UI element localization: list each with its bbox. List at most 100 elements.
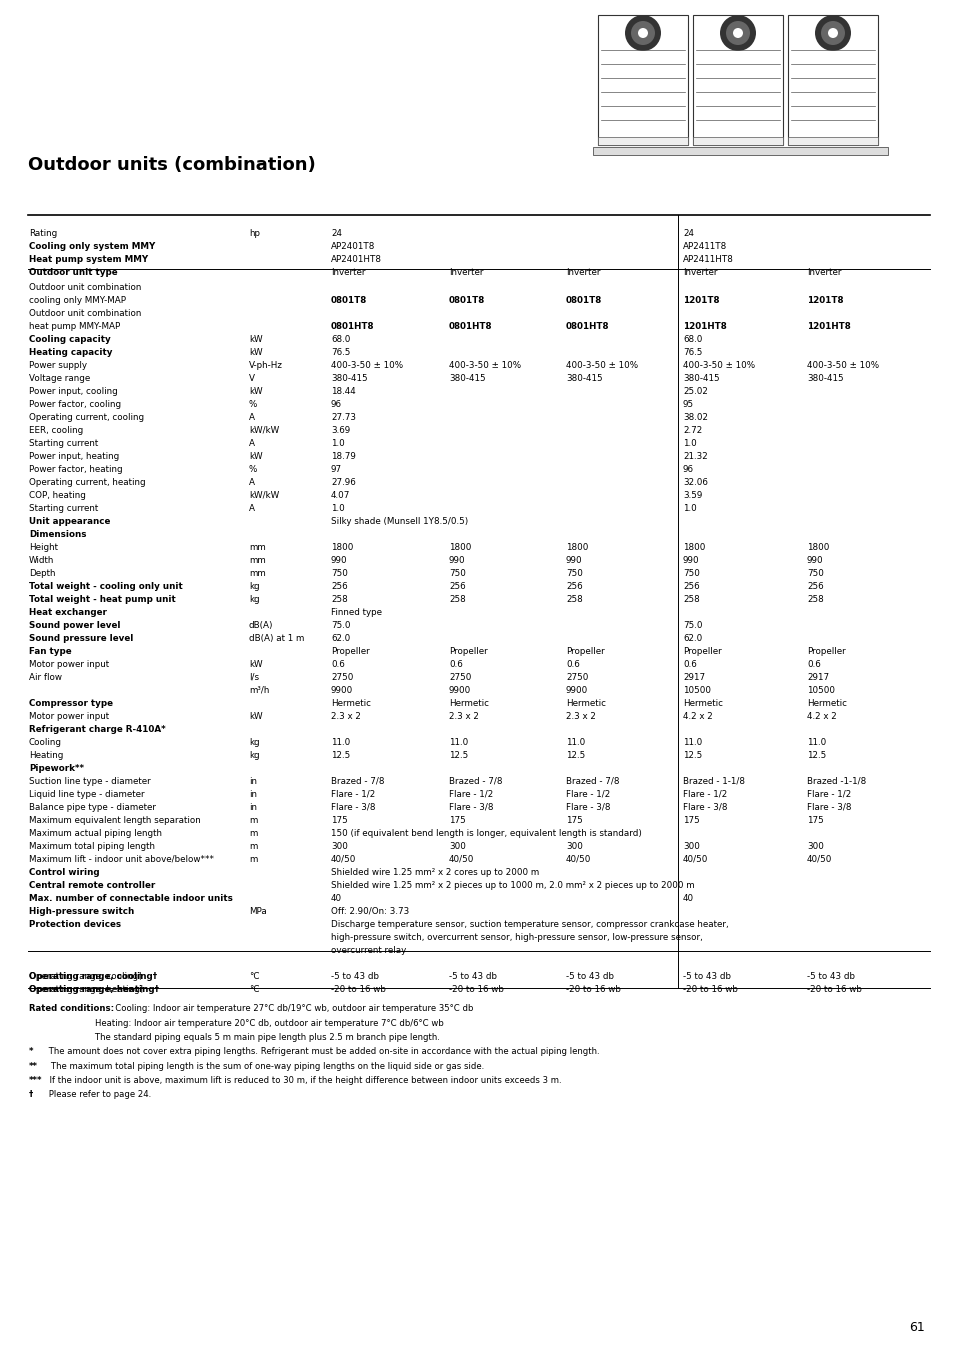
Text: MPa: MPa xyxy=(249,907,267,915)
Text: 75.0: 75.0 xyxy=(331,621,350,630)
Text: Propeller: Propeller xyxy=(565,647,604,656)
Text: 40/50: 40/50 xyxy=(331,855,356,864)
Text: 175: 175 xyxy=(331,815,348,825)
Text: Depth: Depth xyxy=(29,568,55,578)
Text: -20 to 16 wb: -20 to 16 wb xyxy=(449,986,503,994)
Text: 300: 300 xyxy=(449,842,465,850)
Circle shape xyxy=(725,22,749,45)
Text: Rating: Rating xyxy=(29,230,57,238)
Text: 18.44: 18.44 xyxy=(331,387,355,396)
Text: 40/50: 40/50 xyxy=(806,855,832,864)
Text: 97: 97 xyxy=(331,464,342,474)
Text: 300: 300 xyxy=(331,842,348,850)
Text: kg: kg xyxy=(249,738,259,747)
Text: 175: 175 xyxy=(449,815,465,825)
Text: Maximum equivalent length separation: Maximum equivalent length separation xyxy=(29,815,200,825)
Text: Total weight - cooling only unit: Total weight - cooling only unit xyxy=(29,582,183,591)
Text: 11.0: 11.0 xyxy=(682,738,701,747)
Text: cooling only MMY-MAP: cooling only MMY-MAP xyxy=(29,296,126,305)
Text: Flare - 3/8: Flare - 3/8 xyxy=(331,803,375,811)
Text: l/s: l/s xyxy=(249,672,259,682)
Text: Balance pipe type - diameter: Balance pipe type - diameter xyxy=(29,803,156,811)
Text: AP2401T8: AP2401T8 xyxy=(331,242,375,251)
Text: mm: mm xyxy=(249,543,266,552)
Text: 9900: 9900 xyxy=(565,686,588,695)
Text: Propeller: Propeller xyxy=(806,647,845,656)
Text: Flare - 3/8: Flare - 3/8 xyxy=(806,803,851,811)
Text: Silky shade (Munsell 1Y8.5/0.5): Silky shade (Munsell 1Y8.5/0.5) xyxy=(331,517,468,526)
Text: 2.3 x 2: 2.3 x 2 xyxy=(565,711,596,721)
Text: 2.3 x 2: 2.3 x 2 xyxy=(449,711,478,721)
Text: 11.0: 11.0 xyxy=(806,738,825,747)
Text: AP2411T8: AP2411T8 xyxy=(682,242,726,251)
Text: 40/50: 40/50 xyxy=(449,855,474,864)
Text: 0.6: 0.6 xyxy=(565,660,579,670)
Text: The standard piping equals 5 m main pipe length plus 2.5 m branch pipe length.: The standard piping equals 5 m main pipe… xyxy=(29,1033,439,1042)
Text: 258: 258 xyxy=(682,595,699,603)
Circle shape xyxy=(638,28,647,38)
Text: 1800: 1800 xyxy=(449,543,471,552)
Text: 0801T8: 0801T8 xyxy=(331,296,367,305)
Text: Propeller: Propeller xyxy=(331,647,370,656)
Text: Maximum lift - indoor unit above/below***: Maximum lift - indoor unit above/below**… xyxy=(29,855,213,864)
Text: Fan type: Fan type xyxy=(29,647,71,656)
Text: Operating range, cooling†: Operating range, cooling† xyxy=(29,972,142,981)
Text: ***: *** xyxy=(29,1076,43,1085)
Text: Operating range, cooling†: Operating range, cooling† xyxy=(29,972,157,981)
Text: Sound pressure level: Sound pressure level xyxy=(29,634,133,643)
Text: 38.02: 38.02 xyxy=(682,413,707,423)
Text: 256: 256 xyxy=(449,582,465,591)
Text: %: % xyxy=(249,400,257,409)
Text: 76.5: 76.5 xyxy=(682,348,701,356)
Text: 0.6: 0.6 xyxy=(449,660,462,670)
Text: 76.5: 76.5 xyxy=(331,348,350,356)
Text: Hermetic: Hermetic xyxy=(806,699,846,707)
Text: Inverter: Inverter xyxy=(565,269,599,277)
Text: -5 to 43 db: -5 to 43 db xyxy=(449,972,497,981)
Text: 2750: 2750 xyxy=(449,672,471,682)
Text: Brazed - 1-1/8: Brazed - 1-1/8 xyxy=(682,778,744,786)
Circle shape xyxy=(827,28,837,38)
Text: Power factor, cooling: Power factor, cooling xyxy=(29,400,121,409)
Text: 10500: 10500 xyxy=(682,686,710,695)
Text: 0.6: 0.6 xyxy=(682,660,696,670)
Text: kW: kW xyxy=(249,660,262,670)
Text: 0801HT8: 0801HT8 xyxy=(565,321,609,331)
Text: 24: 24 xyxy=(331,230,341,238)
Text: m: m xyxy=(249,842,257,850)
Text: Hermetic: Hermetic xyxy=(565,699,605,707)
Text: Flare - 1/2: Flare - 1/2 xyxy=(449,790,493,799)
Text: kg: kg xyxy=(249,582,259,591)
Circle shape xyxy=(821,22,844,45)
Text: EER, cooling: EER, cooling xyxy=(29,427,83,435)
Text: mm: mm xyxy=(249,568,266,578)
Text: 62.0: 62.0 xyxy=(331,634,350,643)
Text: 750: 750 xyxy=(449,568,465,578)
Text: Voltage range: Voltage range xyxy=(29,374,91,383)
Text: 750: 750 xyxy=(682,568,700,578)
Bar xyxy=(593,147,887,155)
Text: dB(A) at 1 m: dB(A) at 1 m xyxy=(249,634,304,643)
Text: 11.0: 11.0 xyxy=(331,738,350,747)
Text: 9900: 9900 xyxy=(449,686,471,695)
Circle shape xyxy=(732,28,742,38)
Text: 380-415: 380-415 xyxy=(449,374,485,383)
Text: 68.0: 68.0 xyxy=(331,335,350,344)
Text: 750: 750 xyxy=(331,568,348,578)
Text: Cooling: Indoor air temperature 27°C db/19°C wb, outdoor air temperature 35°C db: Cooling: Indoor air temperature 27°C db/… xyxy=(108,1004,474,1014)
Text: Off: 2.90/On: 3.73: Off: 2.90/On: 3.73 xyxy=(331,907,409,915)
Text: Hermetic: Hermetic xyxy=(449,699,489,707)
Text: 400-3-50 ± 10%: 400-3-50 ± 10% xyxy=(449,360,520,370)
Text: 4.2 x 2: 4.2 x 2 xyxy=(682,711,712,721)
Bar xyxy=(787,136,877,144)
Text: 2750: 2750 xyxy=(331,672,353,682)
Text: Unit appearance: Unit appearance xyxy=(29,517,111,526)
Circle shape xyxy=(624,15,660,51)
Text: Flare - 1/2: Flare - 1/2 xyxy=(806,790,850,799)
Text: 990: 990 xyxy=(449,556,465,564)
Text: -20 to 16 wb: -20 to 16 wb xyxy=(331,986,385,994)
Text: Operating current, cooling: Operating current, cooling xyxy=(29,413,144,423)
Bar xyxy=(692,136,782,144)
Text: 256: 256 xyxy=(565,582,582,591)
Text: 40: 40 xyxy=(682,894,694,903)
